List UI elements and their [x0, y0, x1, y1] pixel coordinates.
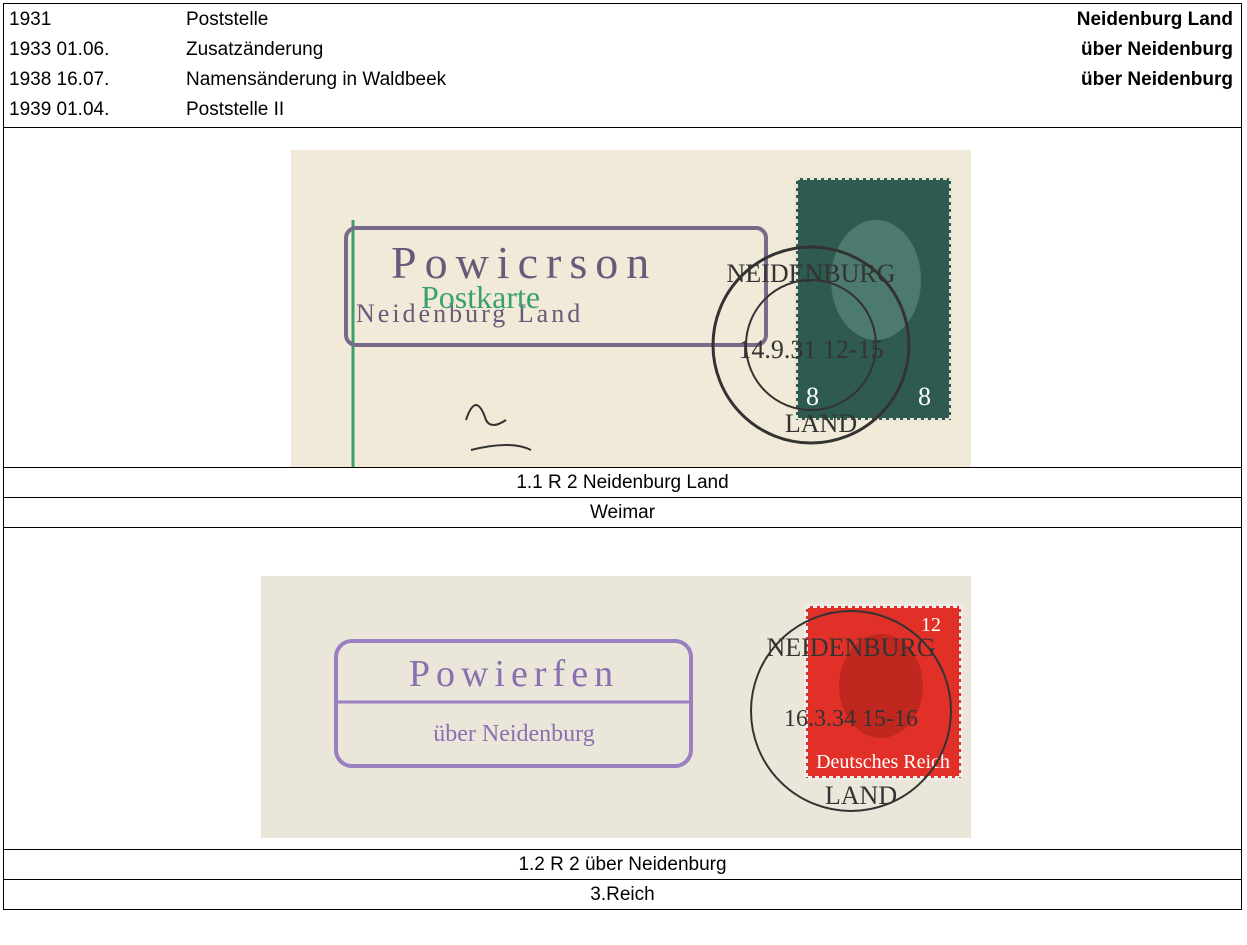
- row-date: 1931: [9, 9, 52, 30]
- row-address: Neidenburg Land: [1076, 9, 1233, 30]
- image-cell: Powicrson Neidenburg Land Postkarte 8 8 …: [3, 127, 1242, 468]
- cancel-city: NEIDENBURG: [727, 259, 896, 288]
- card-label: Postkarte: [421, 279, 540, 315]
- postcard-image-1: Powicrson Neidenburg Land Postkarte 8 8 …: [291, 150, 971, 467]
- caption-cell: 1.2 R 2 über Neidenburg: [3, 849, 1242, 880]
- stamp-place: über Neidenburg: [433, 721, 595, 747]
- row-event: Poststelle II: [186, 99, 285, 120]
- stamp-name: Powicrson: [391, 237, 657, 288]
- row-date: 1939 01.04.: [9, 99, 110, 120]
- header-cell: 1931 Poststelle Neidenburg Land 1933 01.06.…: [3, 3, 1242, 128]
- row-date: 1933 01.06.: [9, 39, 110, 60]
- period: Weimar: [589, 502, 656, 523]
- stamp-value: 8: [806, 382, 819, 411]
- cancel-land: LAND: [785, 409, 857, 438]
- row-event: Zusatzänderung: [186, 39, 324, 60]
- caption: 1.1 R 2 Neidenburg Land: [516, 472, 729, 493]
- cancel-date: 16.3.34 15-16: [784, 706, 918, 732]
- row-address: über Neidenburg: [1080, 39, 1233, 60]
- period-cell: Weimar: [3, 497, 1242, 528]
- cancel-date: 14.9.31 12-15: [738, 335, 883, 364]
- stamp-value: 12: [921, 614, 941, 636]
- stamp-name: Powierfen: [409, 653, 619, 695]
- caption: 1.2 R 2 über Neidenburg: [518, 854, 727, 875]
- period-cell: 3.Reich: [3, 879, 1242, 910]
- stamp-place: Neidenburg Land: [356, 299, 583, 328]
- row-date: 1938 16.07.: [9, 69, 110, 90]
- cancel-land: LAND: [825, 781, 897, 810]
- image-cell: Powierfen über Neidenburg 12 Deutsches R…: [3, 527, 1242, 850]
- postcard-image-2: Powierfen über Neidenburg 12 Deutsches R…: [261, 576, 971, 838]
- caption-cell: 1.1 R 2 Neidenburg Land: [3, 467, 1242, 498]
- cancel-city: NEIDENBURG: [767, 633, 936, 662]
- row-event: Poststelle: [186, 9, 269, 30]
- stamp-value: 8: [918, 382, 931, 411]
- stamp-country: Deutsches Reich: [816, 751, 950, 773]
- row-address: über Neidenburg: [1080, 69, 1233, 90]
- row-event: Namensänderung in Waldbeek: [186, 69, 447, 90]
- period: 3.Reich: [590, 884, 655, 905]
